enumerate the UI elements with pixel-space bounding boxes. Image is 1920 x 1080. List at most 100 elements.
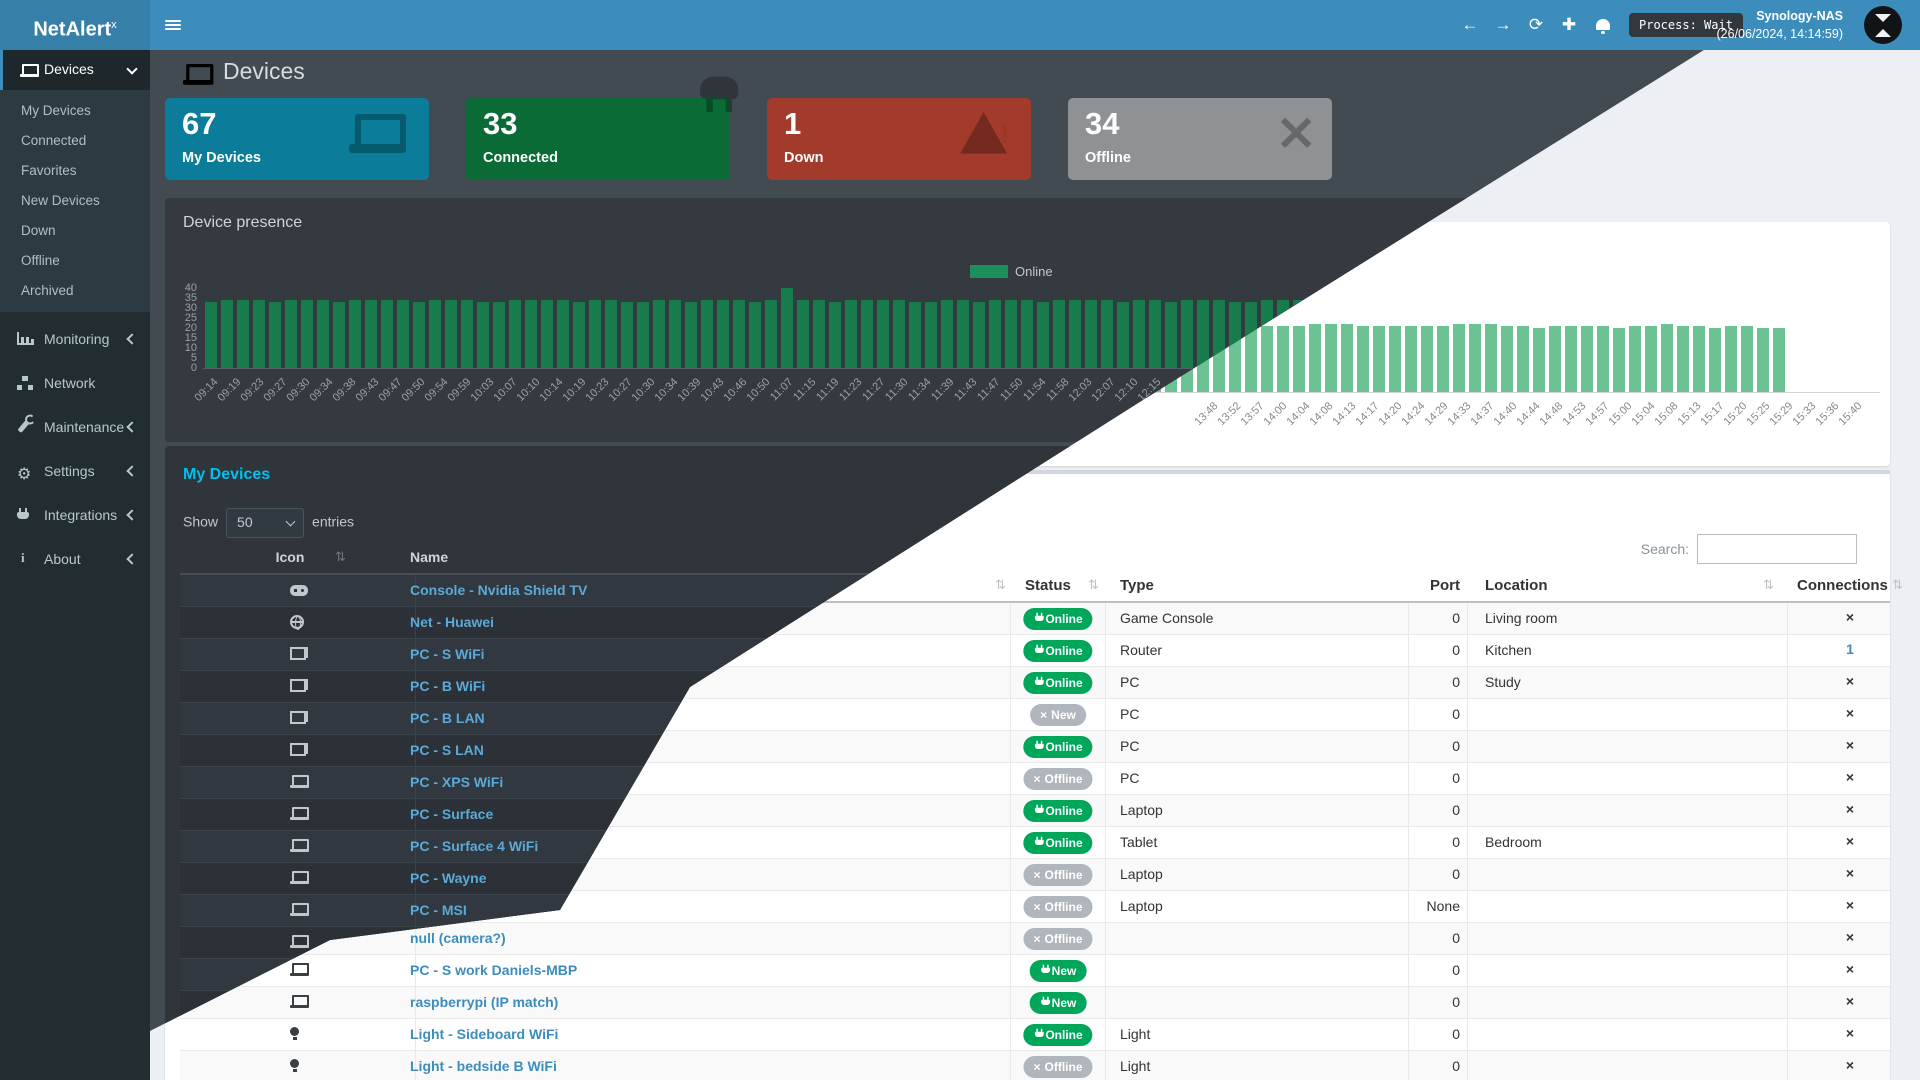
chart-bar: [989, 300, 1001, 368]
column-header-type[interactable]: Type: [1120, 577, 1154, 594]
bell-icon[interactable]: [1588, 0, 1618, 50]
sort-icon[interactable]: ⇅: [1892, 577, 1903, 592]
page-size-select[interactable]: 50: [226, 508, 305, 538]
sidebar-item-settings[interactable]: ⚙Settings: [0, 450, 150, 494]
device-name-link[interactable]: null (camera?): [410, 930, 506, 946]
stat-card-offline[interactable]: 34 Offline ×: [1068, 98, 1332, 180]
device-name-link[interactable]: PC - S work Daniels-MBP: [410, 962, 578, 978]
chart-bar: [765, 300, 777, 368]
device-name-link[interactable]: PC - XPS WiFi: [410, 774, 504, 790]
column-separator: [1010, 699, 1011, 730]
column-header-location[interactable]: Location: [1485, 577, 1548, 594]
sidebar-subitem-archived[interactable]: Archived: [21, 283, 74, 298]
sidebar-subitem-my-devices[interactable]: My Devices: [21, 103, 91, 118]
search-input[interactable]: [1697, 534, 1857, 564]
column-header-status[interactable]: Status: [1025, 577, 1071, 594]
sidebar-subitem-down[interactable]: Down: [21, 223, 56, 238]
device-name-link[interactable]: PC - S LAN: [410, 742, 484, 758]
column-separator: [415, 831, 416, 862]
delete-connection-icon[interactable]: ×: [1845, 833, 1855, 849]
delete-connection-icon[interactable]: ×: [1845, 705, 1855, 721]
status-badge: Online: [1023, 800, 1093, 822]
sidebar-subitem-offline[interactable]: Offline: [21, 253, 60, 268]
column-separator: [1408, 987, 1409, 1018]
delete-connection-icon[interactable]: ×: [1845, 769, 1855, 785]
stat-label: Down: [784, 150, 824, 166]
delete-connection-icon[interactable]: ×: [1845, 993, 1855, 1009]
delete-connection-icon[interactable]: ×: [1845, 801, 1855, 817]
device-type: PC: [1120, 706, 1140, 722]
sidebar-subitem-connected[interactable]: Connected: [21, 133, 87, 148]
column-header-connections[interactable]: Connections: [1797, 577, 1888, 594]
device-name-link[interactable]: Net - Huawei: [410, 614, 495, 630]
column-separator: [1787, 923, 1788, 954]
device-name-link[interactable]: PC - B LAN: [410, 710, 485, 726]
delete-connection-icon[interactable]: ×: [1845, 1057, 1855, 1073]
column-separator: [1467, 763, 1468, 794]
delete-connection-icon[interactable]: ×: [1845, 929, 1855, 945]
chart-bar: [1037, 302, 1049, 368]
device-name-link[interactable]: PC - Surface 4 WiFi: [410, 838, 539, 854]
column-separator: [415, 703, 416, 734]
device-name-link[interactable]: raspberrypi (IP match): [410, 994, 559, 1010]
device-name-link[interactable]: Light - Sideboard WiFi: [410, 1026, 559, 1042]
chart-bar: [381, 300, 393, 368]
device-name-link[interactable]: Light - bedside B WiFi: [410, 1058, 557, 1074]
delete-connection-icon[interactable]: ×: [1845, 961, 1855, 977]
sort-icon[interactable]: ⇅: [1763, 577, 1774, 592]
delete-connection-icon[interactable]: ×: [1845, 609, 1855, 625]
chart-bar: [1693, 326, 1705, 392]
column-separator: [1467, 635, 1468, 666]
delete-connection-icon[interactable]: ×: [1845, 1025, 1855, 1041]
connections-link[interactable]: 1: [1846, 641, 1854, 657]
device-name-link[interactable]: PC - MSI: [410, 902, 467, 918]
delete-connection-icon[interactable]: ×: [1845, 865, 1855, 881]
refresh-icon[interactable]: ⟳: [1528, 15, 1544, 34]
column-separator: [1467, 955, 1468, 986]
sort-icon[interactable]: ⇅: [1088, 577, 1099, 592]
stat-card-connected[interactable]: 33 Connected: [466, 98, 730, 180]
sidebar-subitem-favorites[interactable]: Favorites: [21, 163, 77, 178]
device-name-link[interactable]: PC - S WiFi: [410, 646, 485, 662]
move-icon[interactable]: ✚: [1561, 15, 1577, 34]
sidebar-item-network[interactable]: Network: [0, 362, 150, 406]
chevron-down-icon: [126, 63, 138, 75]
sidebar-item-about[interactable]: About: [0, 538, 150, 582]
sort-icon[interactable]: ⇅: [335, 549, 346, 564]
stat-card-my-devices[interactable]: 67 My Devices: [165, 98, 429, 180]
user-avatar[interactable]: [1864, 6, 1902, 44]
gamepad-icon: [290, 583, 308, 599]
column-separator: [1010, 987, 1011, 1018]
delete-connection-icon[interactable]: ×: [1845, 897, 1855, 913]
sidebar-item-monitoring[interactable]: Monitoring: [0, 318, 150, 362]
device-name-link[interactable]: Console - Nvidia Shield TV: [410, 582, 588, 598]
chart-bar: [1469, 324, 1481, 392]
chart-bar: [1773, 328, 1785, 392]
nav-forward-icon[interactable]: →: [1494, 15, 1512, 34]
delete-connection-icon[interactable]: ×: [1845, 673, 1855, 689]
app-logo[interactable]: NetAlertx: [0, 0, 150, 50]
sidebar-toggle-button[interactable]: [150, 0, 196, 50]
column-separator: [1408, 795, 1409, 826]
device-name-link[interactable]: PC - Wayne: [410, 870, 487, 886]
delete-connection-icon[interactable]: ×: [1845, 737, 1855, 753]
column-header-icon[interactable]: Icon: [275, 549, 305, 565]
chart-bar: [461, 300, 473, 368]
sort-icon[interactable]: ⇅: [995, 577, 1006, 592]
column-header-name[interactable]: Name: [410, 549, 449, 565]
plug-icon: [17, 508, 29, 522]
stat-card-down[interactable]: 1 Down: [767, 98, 1031, 180]
device-name-link[interactable]: PC - B WiFi: [410, 678, 486, 694]
device-name-link[interactable]: PC - Surface: [410, 806, 494, 822]
device-type: Light: [1120, 1026, 1151, 1042]
chart-bar: [749, 302, 761, 368]
column-separator: [1467, 891, 1468, 922]
column-header-port[interactable]: Port: [1430, 577, 1460, 594]
sidebar-subitem-new-devices[interactable]: New Devices: [21, 193, 100, 208]
sidebar-item-devices[interactable]: Devices: [0, 50, 150, 90]
nav-back-icon[interactable]: ←: [1461, 15, 1479, 34]
column-separator: [1467, 603, 1468, 634]
sidebar-item-integrations[interactable]: Integrations: [0, 494, 150, 538]
sidebar-item-maintenance[interactable]: Maintenance: [0, 406, 150, 450]
column-separator: [1408, 603, 1409, 634]
